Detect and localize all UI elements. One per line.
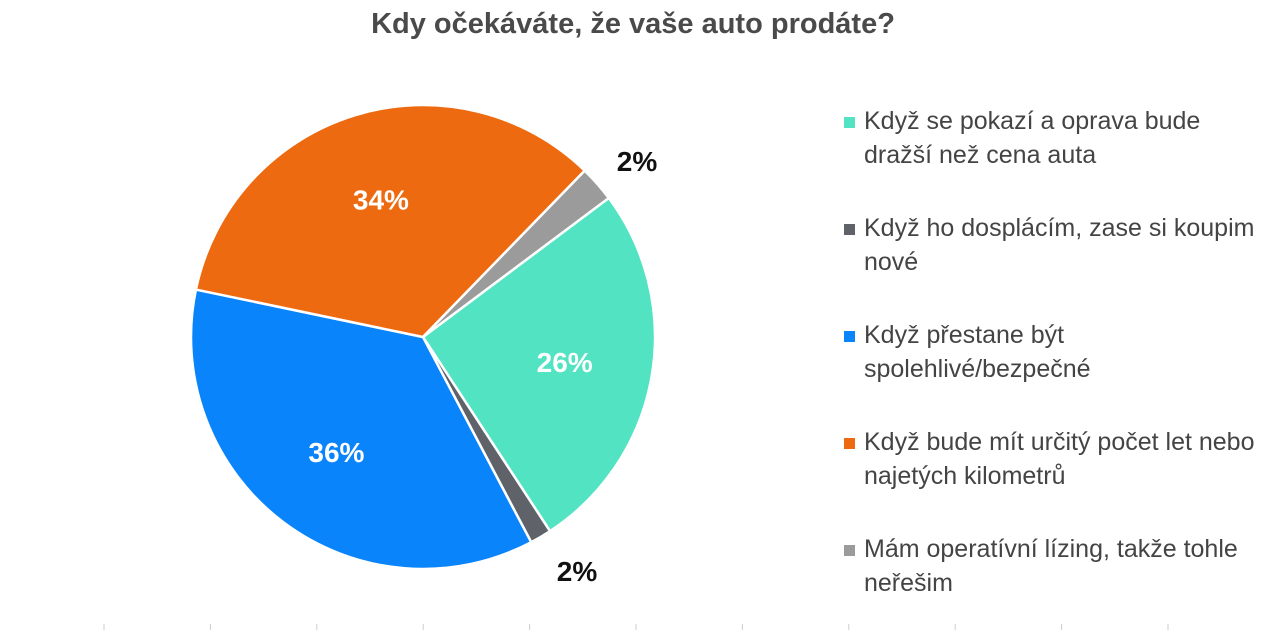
legend-swatch — [844, 224, 855, 235]
legend-item: Když přestane být spolehlivé/bezpečné — [844, 318, 1264, 425]
legend-label: Když přestane být spolehlivé/bezpečné — [864, 321, 1091, 383]
chart-title: Kdy očekáváte, že vaše auto prodáte? — [371, 8, 895, 40]
legend-item: Když bude mít určitý počet let nebo naje… — [844, 425, 1264, 532]
pie-slice — [421, 196, 657, 533]
legend-label: Když bude mít určitý počet let nebo naje… — [864, 428, 1255, 490]
legend-item: Když ho dosplácím, zase si koupim nové — [844, 211, 1264, 318]
legend-item: Mám operatívní lízing, takže tohle neřeš… — [844, 532, 1264, 639]
legend-label: Když ho dosplácím, zase si koupim nové — [864, 214, 1255, 276]
axis-ticks — [103, 624, 1169, 630]
legend-swatch — [844, 331, 855, 342]
data-label: 36% — [308, 437, 364, 468]
pie-slice — [194, 103, 587, 339]
legend-swatch — [844, 545, 855, 556]
legend-item: Když se pokazí a oprava bude dražší než … — [844, 104, 1264, 211]
legend-swatch — [844, 438, 855, 449]
data-label: 2% — [617, 146, 658, 177]
data-label: 34% — [353, 184, 409, 215]
data-label: 2% — [557, 556, 598, 587]
legend-label: Když se pokazí a oprava bude dražší než … — [864, 107, 1201, 169]
pie-slice — [189, 288, 533, 571]
pie-slice — [422, 168, 611, 339]
legend: Když se pokazí a oprava bude dražší než … — [844, 104, 1264, 639]
data-label: 26% — [537, 347, 593, 378]
legend-swatch — [844, 117, 855, 128]
legend-label: Mám operatívní lízing, takže tohle neřeš… — [864, 535, 1238, 597]
